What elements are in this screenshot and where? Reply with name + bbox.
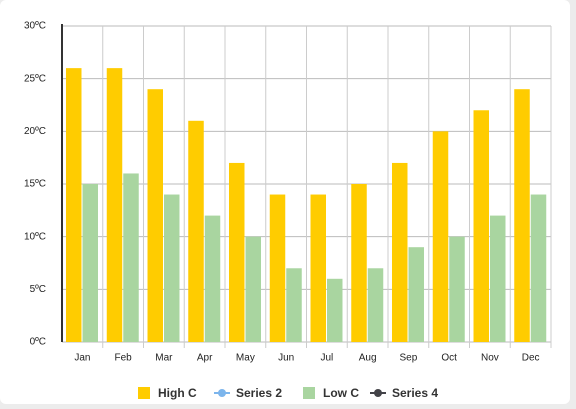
bar xyxy=(351,184,367,342)
bar xyxy=(432,131,449,342)
x-tick-label: Feb xyxy=(115,353,133,364)
bar xyxy=(164,194,180,342)
bar xyxy=(473,110,489,343)
x-tick-label: Apr xyxy=(197,353,213,364)
bar xyxy=(229,162,245,342)
x-tick-label: Aug xyxy=(359,353,377,364)
y-tick-label: 30ºC xyxy=(24,21,46,32)
legend-marker xyxy=(218,389,226,397)
x-tick-label: May xyxy=(236,353,255,364)
bar xyxy=(408,247,424,342)
bar xyxy=(530,194,547,342)
bar xyxy=(286,268,302,342)
y-tick-label: 0ºC xyxy=(30,337,46,348)
bar xyxy=(269,194,286,342)
bar xyxy=(449,236,465,342)
bar xyxy=(147,89,163,342)
bar xyxy=(66,68,82,342)
x-tick-label: Nov xyxy=(481,353,499,364)
legend-label: Series 4 xyxy=(392,386,438,400)
bar xyxy=(514,89,530,342)
bar xyxy=(367,268,384,342)
legend-label: Low C xyxy=(323,386,359,400)
bar xyxy=(327,278,343,342)
x-tick-label: Dec xyxy=(522,353,540,364)
bar xyxy=(392,162,408,342)
legend-marker xyxy=(374,389,382,397)
x-tick-label: Mar xyxy=(155,353,173,364)
bar xyxy=(106,68,123,342)
legend-swatch xyxy=(138,387,150,399)
x-tick-label: Jul xyxy=(320,353,333,364)
bar xyxy=(82,184,98,342)
bar xyxy=(188,120,204,342)
x-tick-label: Jan xyxy=(74,353,90,364)
bar xyxy=(245,236,261,342)
bar xyxy=(310,194,326,342)
bar xyxy=(123,173,139,342)
y-tick-label: 5ºC xyxy=(30,284,46,295)
y-tick-label: 25ºC xyxy=(24,73,46,84)
bar xyxy=(490,215,506,342)
y-tick-label: 20ºC xyxy=(24,126,46,137)
x-tick-label: Jun xyxy=(278,353,294,364)
x-tick-label: Oct xyxy=(441,353,457,364)
bar xyxy=(204,215,221,342)
y-tick-label: 15ºC xyxy=(24,179,46,190)
x-tick-label: Sep xyxy=(399,353,417,364)
legend-label: High C xyxy=(158,386,197,400)
legend-label: Series 2 xyxy=(236,386,282,400)
y-tick-label: 10ºC xyxy=(24,231,46,242)
legend-swatch xyxy=(303,387,315,399)
